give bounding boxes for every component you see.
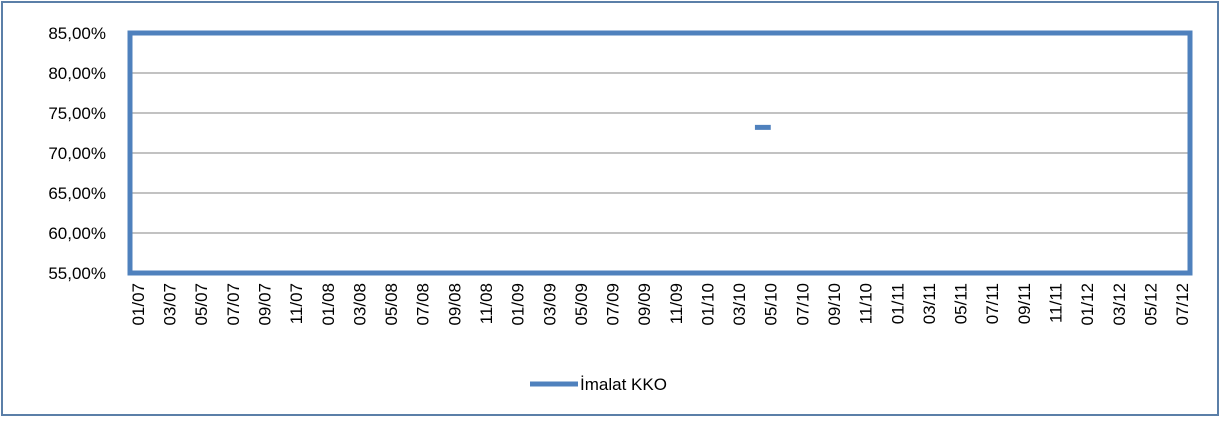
x-tick-label: 05/07 (192, 283, 211, 326)
y-tick-label: 70,00% (48, 144, 106, 163)
x-tick-label: 07/10 (793, 283, 812, 326)
x-tick-label: 01/07 (129, 283, 148, 326)
x-tick-label: 05/10 (762, 283, 781, 326)
y-tick-label: 85,00% (48, 24, 106, 43)
x-tick-label: 11/10 (857, 283, 876, 324)
x-tick-label: 05/11 (952, 283, 971, 324)
x-tick-label: 09/10 (825, 283, 844, 326)
x-tick-label: 11/07 (287, 283, 306, 324)
x-tick-label: 03/07 (161, 283, 180, 326)
x-tick-label: 07/08 (414, 283, 433, 326)
y-tick-label: 60,00% (48, 224, 106, 243)
x-tick-label: 11/11 (1047, 283, 1066, 323)
plot-frame (127, 30, 1193, 276)
x-tick-label: 03/12 (1110, 283, 1129, 326)
x-tick-label: 09/07 (255, 283, 274, 326)
legend-label: İmalat KKO (580, 375, 667, 394)
x-tick-label: 01/12 (1078, 283, 1097, 326)
x-tick-label: 05/09 (572, 283, 591, 326)
x-tick-label: 07/09 (604, 283, 623, 326)
x-tick-label: 11/08 (477, 283, 496, 324)
x-tick-label: 03/08 (350, 283, 369, 326)
x-tick-label: 01/11 (888, 283, 907, 324)
x-tick-label: 03/09 (540, 283, 559, 326)
x-tick-label: 07/07 (224, 283, 243, 326)
x-tick-label: 09/08 (445, 283, 464, 326)
x-tick-label: 11/09 (667, 283, 686, 324)
x-tick-label: 09/09 (635, 283, 654, 326)
x-tick-label: 09/11 (1015, 283, 1034, 324)
y-tick-label: 75,00% (48, 104, 106, 123)
x-tick-label: 01/08 (319, 283, 338, 326)
x-tick-label: 07/11 (983, 283, 1002, 324)
x-tick-label: 05/12 (1141, 283, 1160, 326)
x-tick-label: 03/11 (920, 283, 939, 324)
x-tick-label: 05/08 (382, 283, 401, 326)
x-tick-label: 01/10 (698, 283, 717, 326)
y-tick-label: 55,00% (48, 264, 106, 283)
y-tick-label: 80,00% (48, 64, 106, 83)
x-tick-label: 01/09 (509, 283, 528, 326)
x-tick-label: 07/12 (1173, 283, 1192, 326)
x-tick-label: 03/10 (730, 283, 749, 326)
y-tick-label: 65,00% (48, 184, 106, 203)
